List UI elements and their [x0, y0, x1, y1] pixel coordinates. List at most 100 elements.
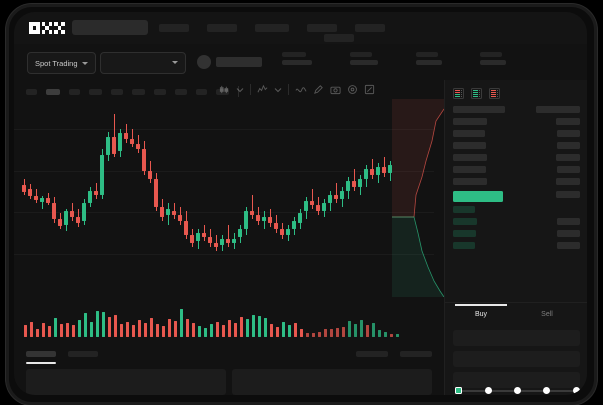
search-input[interactable]	[72, 20, 148, 35]
nav-link-0[interactable]	[159, 24, 189, 32]
timeframe-0[interactable]	[26, 88, 37, 95]
stat-value	[282, 60, 312, 65]
timeframe-7[interactable]	[175, 88, 187, 95]
volume-bar	[168, 319, 171, 337]
candle	[370, 99, 374, 297]
timeframe-9[interactable]	[216, 88, 229, 95]
orderbook-amount	[557, 130, 580, 137]
trade-side-tabs: Buy Sell	[445, 304, 587, 326]
nav-link-1[interactable]	[207, 24, 237, 32]
slider-step-2[interactable]	[514, 387, 521, 394]
slider-step-1[interactable]	[485, 387, 492, 394]
order-book-row-bid[interactable]	[445, 218, 587, 227]
tab-active-underline	[455, 304, 507, 306]
orderbook-amount	[556, 118, 580, 125]
indicator-icon[interactable]	[257, 84, 268, 95]
order-book-row-ask[interactable]	[445, 130, 587, 139]
candle	[208, 99, 212, 297]
timeframe-1[interactable]	[46, 88, 60, 95]
order-book-row-ask[interactable]	[445, 178, 587, 187]
bottom-action-1[interactable]	[400, 351, 432, 357]
pair-select[interactable]	[100, 52, 186, 74]
orderbook-layout-toggles[interactable]	[453, 88, 500, 99]
order-book-row-ask[interactable]	[445, 118, 587, 127]
timeframe-5[interactable]	[132, 88, 145, 95]
bottom-actions[interactable]	[356, 351, 432, 357]
bottom-tab-1[interactable]	[68, 351, 98, 357]
bottom-panel-right[interactable]	[232, 369, 432, 395]
candlestick-icon[interactable]	[219, 84, 230, 95]
trading-mode-button[interactable]: Spot Trading	[27, 52, 96, 74]
order-book-row-ask[interactable]	[445, 154, 587, 163]
okx-logo-icon[interactable]	[29, 22, 66, 34]
avatar[interactable]	[197, 55, 211, 69]
price-field[interactable]	[453, 330, 580, 346]
line-wave-icon[interactable]	[295, 84, 307, 95]
stat-label	[480, 52, 502, 57]
volume-bar	[264, 318, 267, 337]
volume-bar	[108, 317, 111, 337]
camera-icon[interactable]	[330, 84, 341, 95]
order-book-row-ask[interactable]	[445, 166, 587, 175]
candle	[244, 99, 248, 297]
volume-bar	[150, 318, 153, 337]
market-stat-2	[416, 52, 442, 68]
total-field[interactable]	[453, 372, 580, 388]
candle	[286, 99, 290, 297]
bottom-action-0[interactable]	[356, 351, 388, 357]
tab-sell[interactable]: Sell	[517, 311, 577, 318]
orderbook-price	[453, 218, 477, 225]
timeframe-8[interactable]	[196, 88, 207, 95]
volume-bar	[174, 321, 177, 337]
timeframe-2[interactable]	[69, 88, 80, 95]
orderbook-amount	[536, 106, 580, 113]
gear-icon[interactable]	[347, 84, 358, 95]
volume-bar	[180, 309, 183, 337]
candle	[172, 99, 176, 297]
fullscreen-icon[interactable]	[364, 84, 375, 95]
volume-bar	[390, 334, 393, 337]
timeframe-selector[interactable]	[26, 86, 239, 97]
order-book-row-bid[interactable]	[445, 206, 587, 215]
timeframe-4[interactable]	[111, 88, 123, 95]
amount-field[interactable]	[453, 351, 580, 367]
chevron-down-icon[interactable]	[236, 86, 244, 94]
orderbook-both-icon[interactable]	[453, 88, 464, 99]
orderbook-bids-icon[interactable]	[471, 88, 482, 99]
chevron-down-icon[interactable]	[274, 86, 282, 94]
candle	[346, 99, 350, 297]
timeframe-3[interactable]	[89, 88, 102, 95]
orderbook-amount	[556, 154, 580, 161]
nav-link-3[interactable]	[307, 24, 337, 32]
trading-mode-label: Spot Trading	[35, 58, 78, 68]
logo-letter-k	[41, 22, 53, 34]
nav-right-placeholder[interactable]	[324, 34, 354, 42]
order-book-row-bid[interactable]	[445, 242, 587, 251]
bottom-panel-left[interactable]	[26, 369, 226, 395]
order-book-last-price[interactable]	[445, 191, 587, 202]
volume-bar	[396, 334, 399, 337]
candle	[190, 99, 194, 297]
orderbook-asks-icon[interactable]	[489, 88, 500, 99]
bottom-tab-bar	[14, 345, 444, 367]
slider-handle[interactable]	[455, 387, 462, 394]
timeframe-6[interactable]	[154, 88, 166, 95]
nav-link-2[interactable]	[255, 24, 289, 32]
nav-account-bar[interactable]	[324, 34, 354, 42]
order-book-row-bid[interactable]	[445, 230, 587, 239]
slider-step-4[interactable]	[573, 387, 580, 394]
candle	[292, 99, 296, 297]
volume-bar	[120, 324, 123, 337]
order-book-rows[interactable]	[445, 104, 587, 303]
bottom-tab-0[interactable]	[26, 351, 56, 364]
orderbook-header-row[interactable]	[445, 106, 587, 115]
orderbook-price	[453, 130, 485, 137]
slider-step-3[interactable]	[543, 387, 550, 394]
nav-link-4[interactable]	[355, 24, 385, 32]
volume-bar	[90, 322, 93, 337]
amount-slider[interactable]	[455, 387, 580, 395]
pencil-icon[interactable]	[313, 84, 324, 95]
orderbook-price	[453, 230, 476, 237]
tab-buy[interactable]: Buy	[451, 304, 511, 318]
order-book-row-ask[interactable]	[445, 142, 587, 151]
